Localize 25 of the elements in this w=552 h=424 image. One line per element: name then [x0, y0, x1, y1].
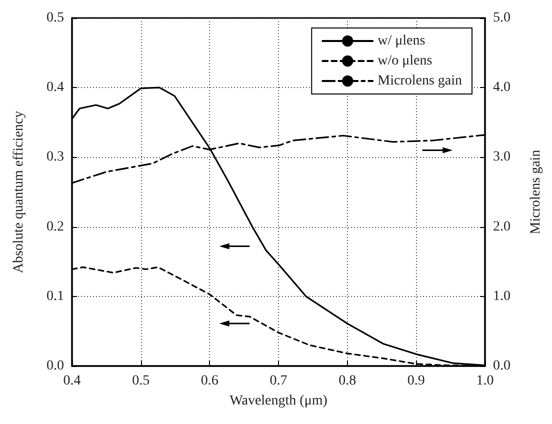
x-tick-label: 0.7 — [270, 374, 288, 388]
y2-axis-title: Microlens gain — [528, 150, 544, 234]
x-tick-label: 0.4 — [63, 374, 81, 388]
y-tick-label: 0.1 — [46, 288, 64, 304]
y-tick-label: 0.3 — [46, 150, 64, 165]
y2-tick-label: 1.0 — [493, 288, 510, 304]
x-tick-label: 0.6 — [200, 374, 218, 388]
y-tick-label: 0.5 — [46, 10, 64, 26]
y-tick-label: 0.0 — [46, 358, 64, 374]
legend-label: w/ μlens — [378, 34, 426, 48]
y-tick-label: 0.2 — [46, 219, 64, 234]
x-tick-label: 0.5 — [132, 374, 150, 388]
y2-tick-label: 0.0 — [493, 358, 510, 374]
x-axis-title: Wavelength (μm) — [230, 394, 328, 408]
y2-tick-label: 3.0 — [493, 150, 510, 165]
legend-label: Microlens gain — [378, 74, 462, 88]
y2-tick-label: 2.0 — [493, 219, 510, 234]
y2-tick-label: 5.0 — [493, 10, 510, 26]
x-tick-label: 1.0 — [476, 374, 494, 388]
y2-tick-label: 4.0 — [493, 80, 510, 96]
y-tick-label: 0.4 — [46, 80, 64, 96]
x-tick-label: 0.8 — [338, 374, 356, 388]
y-axis-title: Absolute quantum efficiency — [12, 110, 26, 274]
legend-label: w/o μlens — [378, 54, 432, 68]
x-tick-label: 0.9 — [407, 374, 425, 388]
